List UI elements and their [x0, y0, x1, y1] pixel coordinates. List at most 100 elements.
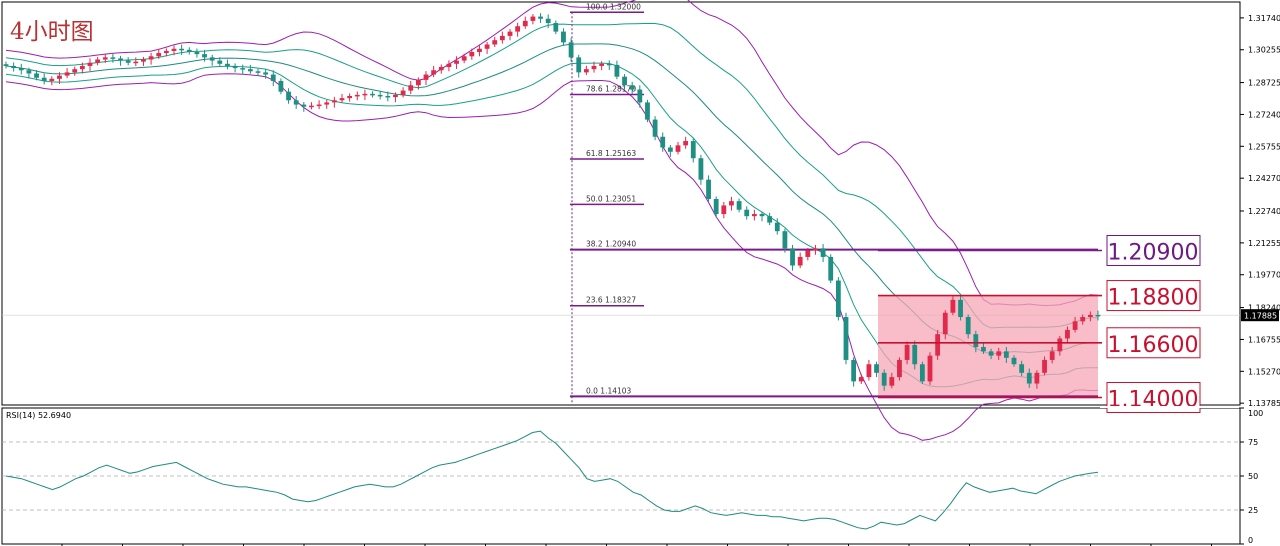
candle-body — [156, 53, 162, 57]
candle-body — [461, 56, 467, 61]
candle-body — [889, 377, 895, 386]
candle-body — [1072, 321, 1078, 330]
candle-body — [477, 48, 482, 52]
candle-body — [744, 209, 750, 217]
candle-body — [148, 56, 154, 60]
candle-body — [667, 147, 673, 152]
candle-body — [431, 70, 437, 75]
candle-body — [171, 48, 177, 51]
candle-body — [813, 248, 818, 251]
rsi-tick-label: 50 — [1248, 472, 1258, 481]
y-tick-label: 1.13785 — [1248, 399, 1280, 408]
rsi-tick-label: 0 — [1248, 536, 1253, 545]
candle-body — [454, 60, 459, 64]
fib-level-label: 61.8 1.25163 — [586, 149, 636, 158]
candle-body — [34, 73, 39, 78]
candle-body — [530, 16, 536, 21]
candle-body — [194, 51, 200, 55]
candle-body — [797, 256, 803, 266]
candle-body — [897, 359, 902, 378]
candle-body — [393, 94, 398, 98]
y-tick-label: 1.30255 — [1248, 46, 1280, 55]
candle-body — [927, 355, 933, 382]
candle-body — [293, 100, 299, 105]
candle-body — [828, 256, 834, 281]
candle-body — [981, 347, 986, 352]
candle-body — [209, 57, 215, 61]
candle-body — [18, 68, 24, 71]
y-tick-label: 1.16755 — [1248, 335, 1280, 344]
candle-body — [553, 23, 559, 32]
candle-body — [545, 18, 551, 24]
candle-body — [1065, 329, 1070, 339]
candle-body — [606, 63, 612, 66]
candle-body — [599, 63, 605, 66]
rsi-title: RSI(14) 52.6940 — [6, 411, 71, 420]
range-box — [878, 295, 1098, 399]
candle-body — [57, 75, 62, 79]
candle-body — [324, 102, 330, 105]
candle-body — [759, 214, 765, 217]
candle-body — [507, 31, 513, 36]
candle-body — [87, 62, 93, 66]
candle-body — [988, 351, 994, 356]
fib-level-label: 38.2 1.20940 — [586, 240, 636, 249]
candle-body — [851, 359, 857, 382]
candle-body — [400, 90, 406, 95]
candle-body — [1011, 357, 1017, 365]
candle-body — [912, 344, 918, 365]
y-tick-label: 1.24270 — [1248, 174, 1280, 183]
candle-body — [866, 364, 872, 378]
candle-body — [736, 201, 742, 210]
candle-body — [125, 60, 131, 63]
candle-body — [247, 69, 253, 72]
candle-body — [354, 94, 360, 97]
candle-body — [958, 299, 963, 318]
level-label: 1.14000 — [1108, 387, 1199, 412]
candle-body — [446, 63, 452, 68]
candle-body — [996, 351, 1002, 356]
fib-level-label: 100.0 1.32000 — [586, 2, 641, 11]
y-tick-label: 1.28725 — [1248, 79, 1280, 88]
current-price-box — [1241, 309, 1279, 322]
candle-body — [713, 198, 719, 215]
y-tick-label: 1.18240 — [1248, 304, 1280, 313]
candle-body — [385, 95, 391, 98]
candle-body — [858, 377, 864, 382]
candle-body — [225, 63, 230, 66]
candle-body — [660, 136, 666, 148]
chart-title: 4小时图 — [10, 19, 94, 45]
candle-body — [1049, 351, 1055, 360]
candle-body — [1003, 351, 1009, 358]
candle-body — [1034, 372, 1040, 384]
candle-body — [240, 68, 246, 70]
rsi-line — [5, 430, 1099, 530]
candle-body — [645, 102, 650, 120]
fib-level-label: 78.6 1.28170 — [586, 84, 636, 93]
rsi-tick-label: 25 — [1248, 506, 1258, 515]
candle-body — [774, 222, 780, 232]
candle-body — [614, 64, 620, 77]
candle-body — [95, 59, 101, 63]
candle-body — [767, 216, 773, 223]
candle-body — [935, 334, 941, 356]
candle-body — [706, 179, 711, 199]
bollinger-upper-outer — [5, 0, 1099, 307]
candle-body — [1095, 314, 1101, 317]
candle-body — [820, 248, 826, 257]
panel-gap — [1100, 406, 1239, 408]
candle-body — [41, 77, 47, 81]
y-tick-label: 1.15270 — [1248, 367, 1280, 376]
y-tick-label: 1.31740 — [1248, 14, 1280, 23]
candle-body — [805, 250, 811, 257]
candle-body — [629, 85, 635, 90]
candle-body — [583, 69, 589, 73]
candle-body — [843, 317, 849, 360]
candle-body — [1087, 314, 1093, 318]
level-label: 1.20900 — [1108, 240, 1199, 265]
candle-body — [377, 94, 383, 97]
y-tick-label: 1.22740 — [1248, 207, 1280, 216]
candle-body — [683, 141, 689, 146]
